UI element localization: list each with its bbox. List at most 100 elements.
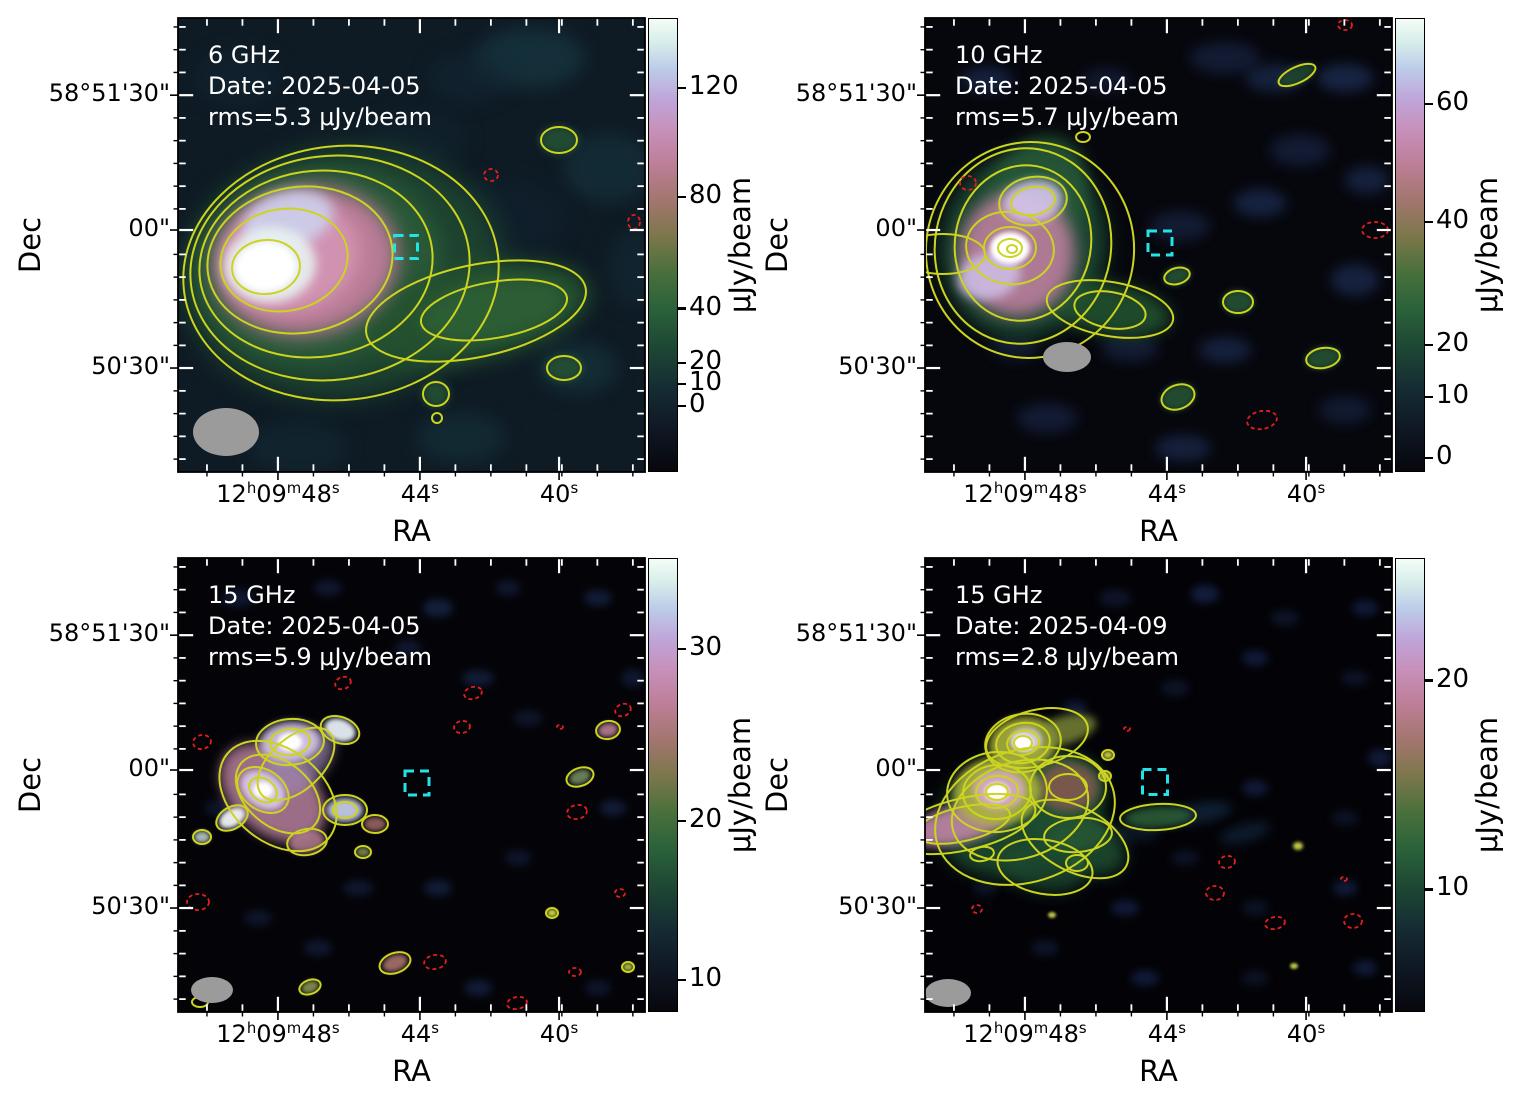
panel-annotation: 6 GHz Date: 2025-04-05 rms=5.3 μJy/beam bbox=[208, 40, 432, 133]
y-tick-label: 50'30" bbox=[838, 892, 917, 921]
emission-blob bbox=[1155, 435, 1211, 461]
negative-contour bbox=[1343, 913, 1363, 929]
positive-contour bbox=[1010, 185, 1056, 217]
emission-blob bbox=[1242, 780, 1268, 796]
x-tick-unit: s bbox=[331, 479, 340, 497]
emission-blob bbox=[623, 963, 633, 971]
x-tick-label: 12h09m48s bbox=[216, 479, 339, 508]
x-tick-unit: m bbox=[1033, 1019, 1049, 1037]
emission-blob bbox=[1278, 63, 1316, 87]
negative-contour bbox=[423, 953, 447, 971]
positive-contour bbox=[985, 783, 1009, 801]
positive-contour bbox=[286, 827, 328, 857]
emission-blob bbox=[1103, 751, 1113, 759]
target-marker-square bbox=[403, 769, 431, 797]
emission-blob bbox=[514, 710, 542, 726]
y-axis-label: Dec bbox=[13, 216, 47, 274]
annotation-date: Date: 2025-04-05 bbox=[208, 72, 421, 100]
axes-spine bbox=[924, 17, 1393, 473]
colorbar-tick-mark bbox=[678, 383, 686, 386]
x-tick-value: 12 bbox=[963, 1020, 994, 1048]
x-tick-unit: h bbox=[993, 1019, 1004, 1037]
annotation-rms: rms=5.9 μJy/beam bbox=[208, 643, 432, 671]
colorbar-tick-label: 10 bbox=[689, 367, 723, 398]
emission-blob bbox=[608, 228, 645, 308]
annotation-date: Date: 2025-04-09 bbox=[955, 612, 1168, 640]
emission-blob bbox=[1305, 346, 1341, 370]
x-tick-unit: h bbox=[993, 479, 1004, 497]
x-tick-label: 40s bbox=[1287, 479, 1325, 508]
emission-blob bbox=[1271, 610, 1299, 626]
target-marker-square bbox=[393, 234, 419, 260]
emission-blob bbox=[205, 800, 231, 816]
beam-ellipse bbox=[925, 979, 971, 1007]
negative-contour bbox=[506, 995, 528, 1011]
emission-blob bbox=[428, 53, 508, 103]
negative-contour bbox=[614, 888, 626, 898]
x-tick-label: 40s bbox=[1287, 1019, 1325, 1048]
colorbar-tick-mark bbox=[678, 87, 686, 90]
emission-blob bbox=[621, 669, 645, 687]
x-tick-unit: s bbox=[1178, 479, 1187, 497]
positive-contour bbox=[231, 238, 301, 296]
colorbar-tick-mark bbox=[678, 307, 686, 310]
positive-contour bbox=[1013, 735, 1033, 751]
negative-contour bbox=[568, 967, 582, 977]
colorbar-tick-mark bbox=[678, 196, 686, 199]
colorbar-tick-mark bbox=[678, 647, 686, 650]
emission-blob bbox=[539, 126, 579, 154]
colorbar-tick-label: 40 bbox=[1436, 205, 1470, 236]
negative-contour bbox=[483, 168, 499, 182]
panel-map-p2 bbox=[917, 17, 1393, 480]
x-tick-unit: s bbox=[431, 1019, 440, 1037]
positive-contour bbox=[419, 278, 569, 342]
positive-contour bbox=[1073, 290, 1147, 330]
positive-contour bbox=[934, 746, 1116, 886]
x-tick-unit: s bbox=[431, 479, 440, 497]
annotation-frequency: 15 GHz bbox=[208, 581, 296, 609]
y-tick-label: 58°51'30" bbox=[48, 619, 170, 648]
emission-blob bbox=[236, 242, 296, 292]
emission-blob bbox=[1317, 64, 1373, 92]
positive-contour bbox=[1006, 729, 1040, 757]
emission-blob bbox=[547, 909, 557, 917]
x-tick-label: 44s bbox=[401, 479, 439, 508]
emission-blob bbox=[222, 589, 254, 607]
emission-blob bbox=[416, 412, 506, 464]
positive-contour bbox=[975, 774, 1019, 810]
axis-ticks bbox=[917, 559, 1391, 1020]
y-axis-label: Dec bbox=[13, 756, 47, 814]
panel-annotation: 15 GHz Date: 2025-04-05 rms=5.9 μJy/beam bbox=[208, 580, 432, 673]
y-axis-label: Dec bbox=[760, 216, 794, 274]
annotation-rms: rms=5.7 μJy/beam bbox=[955, 103, 1179, 131]
beam-ellipse bbox=[193, 408, 259, 456]
subplot-p4: 15 GHz Date: 2025-04-09 rms=2.8 μJy/beam 58… bbox=[760, 557, 1504, 1088]
annotation-frequency: 15 GHz bbox=[955, 581, 1043, 609]
emission-blob bbox=[1171, 850, 1199, 866]
positive-contour bbox=[1065, 854, 1089, 872]
positive-contour bbox=[198, 169, 434, 359]
positive-contour bbox=[998, 175, 1068, 227]
positive-contour bbox=[1305, 346, 1341, 370]
positive-contour bbox=[965, 210, 1055, 286]
x-tick-label: 44s bbox=[1148, 1019, 1186, 1048]
negative-contour bbox=[192, 734, 212, 750]
emission-blob bbox=[1199, 337, 1251, 363]
emission-blob bbox=[244, 910, 272, 926]
emission-blob bbox=[343, 880, 373, 896]
x-tick-unit: s bbox=[570, 479, 579, 497]
x-tick-value: 40 bbox=[539, 1020, 571, 1048]
emission-blob bbox=[600, 800, 626, 816]
positive-contour bbox=[1160, 383, 1196, 411]
positive-contour bbox=[595, 719, 621, 741]
negative-contour bbox=[959, 175, 977, 191]
negative-contour bbox=[614, 702, 632, 718]
positive-contour bbox=[925, 233, 986, 275]
subplot-p1: 6 GHz Date: 2025-04-05 rms=5.3 μJy/beam 58°… bbox=[13, 17, 757, 548]
emission-blob bbox=[301, 980, 319, 994]
colorbar bbox=[1395, 18, 1425, 472]
x-tick-label: 44s bbox=[401, 1019, 439, 1048]
emission-blob bbox=[194, 831, 210, 843]
emission-blob bbox=[1161, 680, 1189, 696]
colorbar-tick-mark bbox=[678, 820, 686, 823]
